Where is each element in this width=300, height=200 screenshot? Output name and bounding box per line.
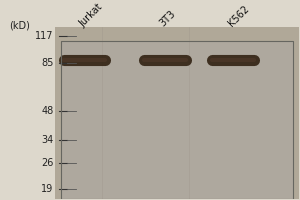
Text: 26: 26 [41, 158, 53, 168]
Text: 34: 34 [41, 135, 53, 145]
Text: 85: 85 [41, 58, 53, 68]
Text: (kD): (kD) [9, 20, 30, 30]
Text: 48: 48 [41, 106, 53, 116]
Text: 117: 117 [35, 31, 53, 41]
Text: 19: 19 [41, 184, 53, 194]
Bar [61, 41, 293, 199]
Text: Jurkat: Jurkat [77, 2, 105, 29]
Text: 3T3: 3T3 [158, 9, 178, 29]
Bar [61, 41, 293, 199]
FancyBboxPatch shape [55, 27, 298, 199]
Text: K562: K562 [226, 4, 251, 29]
